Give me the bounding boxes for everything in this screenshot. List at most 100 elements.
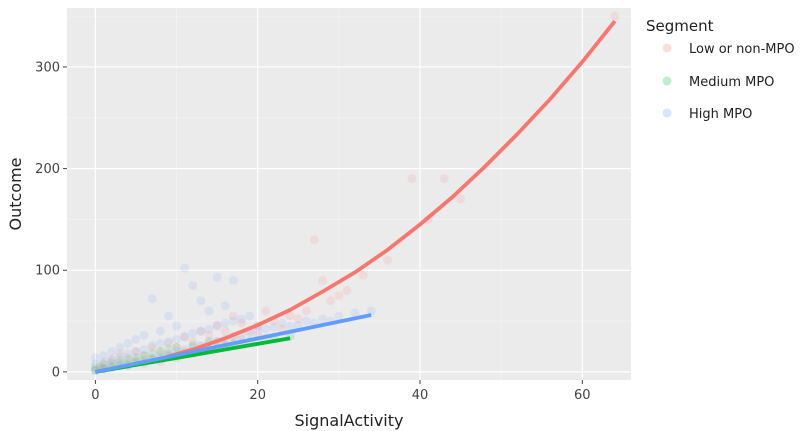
data-point-medium-mpo [115,356,125,366]
data-point-high-mpo [99,351,109,361]
data-point-high-mpo [188,328,198,338]
plot-background [67,8,631,380]
data-point-high-mpo [318,314,328,324]
data-point-high-mpo [155,338,165,348]
data-point-high-mpo [123,338,133,348]
data-point-high-mpo [196,296,206,306]
data-point-high-mpo [180,331,190,341]
y-tick-label: 100 [35,264,60,279]
x-tick-label: 0 [91,388,99,403]
legend: Segment Low or non-MPO Medium MPO High M… [646,17,795,122]
major-gridlines [67,8,631,380]
legend-swatch-medium [662,76,672,86]
axes: 0 20 40 60 0 100 200 300 [35,60,590,403]
data-point-high-mpo [180,263,190,273]
x-tick-label: 40 [412,388,429,403]
legend-label-low: Low or non-MPO [689,42,795,57]
data-point-high-mpo [269,322,279,332]
data-point-high-mpo [123,349,133,359]
data-point-high-mpo [139,330,149,340]
data-point-low-or-non-mpo [610,11,620,21]
data-point-low-or-non-mpo [342,286,352,296]
data-point-low-or-non-mpo [155,347,165,357]
data-point-high-mpo [172,321,182,331]
data-point-high-mpo [107,347,117,357]
legend-swatch-low [662,43,672,53]
data-point-low-or-non-mpo [318,275,328,285]
y-axis-title: Outcome [6,157,25,230]
data-point-low-or-non-mpo [220,326,230,336]
data-point-low-or-non-mpo [180,332,190,342]
data-point-low-or-non-mpo [131,347,141,357]
data-point-high-mpo [188,280,198,290]
data-point-high-mpo [204,324,214,334]
data-point-high-mpo [204,306,214,316]
data-point-low-or-non-mpo [383,255,393,265]
data-point-medium-mpo [131,353,141,363]
x-tick-label: 20 [249,388,266,403]
data-point-medium-mpo [90,362,100,372]
data-point-low-or-non-mpo [172,342,182,352]
data-point-high-mpo [212,321,222,331]
data-point-high-mpo [147,340,157,350]
data-point-high-mpo [220,301,230,311]
data-point-high-mpo [228,275,238,285]
data-point-high-mpo [90,359,100,369]
data-point-medium-mpo [163,345,173,355]
y-tick-label: 200 [35,162,60,177]
data-point-high-mpo [277,318,287,328]
data-point-high-mpo [163,336,173,346]
data-point-low-or-non-mpo [293,314,303,324]
data-point-high-mpo [131,347,141,357]
data-point-high-mpo [285,321,295,331]
legend-label-medium: Medium MPO [689,75,774,90]
y-tick-label: 300 [35,60,60,75]
data-point-low-or-non-mpo [99,359,109,369]
data-point-low-or-non-mpo [334,291,344,301]
trend-line-high-mpo [95,313,372,374]
minor-gridlines [67,8,631,380]
data-point-medium-mpo [99,360,109,370]
data-point-high-mpo [115,342,125,352]
x-axis-title: SignalActivity [295,411,404,430]
data-point-medium-mpo [147,349,157,359]
data-point-medium-mpo [139,351,149,361]
data-point-high-mpo [301,316,311,326]
data-point-low-or-non-mpo [139,351,149,361]
data-point-low-or-non-mpo [107,355,117,365]
x-tick-label: 60 [574,388,591,403]
trend-lines [95,20,617,374]
data-point-high-mpo [236,314,246,324]
data-point-high-mpo [228,316,238,326]
data-point-medium-mpo [123,355,133,365]
data-point-high-mpo [293,320,303,330]
data-point-low-or-non-mpo [147,342,157,352]
data-point-low-or-non-mpo [261,306,271,316]
data-point-low-or-non-mpo [123,353,133,363]
data-point-high-mpo [107,355,117,365]
data-point-low-or-non-mpo [326,296,336,306]
data-point-low-or-non-mpo [310,235,320,245]
data-point-high-mpo [366,306,376,316]
data-point-low-or-non-mpo [407,174,417,184]
y-tick-label: 0 [52,365,60,380]
data-point-low-or-non-mpo [285,311,295,321]
data-point-high-mpo [163,311,173,321]
data-point-high-mpo [131,334,141,344]
data-point-low-or-non-mpo [115,349,125,359]
data-point-low-or-non-mpo [358,270,368,280]
data-point-high-mpo [253,326,263,336]
data-point-high-mpo [115,352,125,362]
data-point-high-mpo [261,324,271,334]
legend-swatch-high [662,108,672,118]
data-point-low-or-non-mpo [212,320,222,330]
data-point-high-mpo [99,357,109,367]
legend-title: Segment [646,17,714,35]
data-point-low-or-non-mpo [204,330,214,340]
data-point-low-or-non-mpo [236,318,246,328]
data-point-high-mpo [147,294,157,304]
data-point-high-mpo [139,345,149,355]
data-point-high-mpo [90,353,100,363]
data-point-medium-mpo [107,358,117,368]
